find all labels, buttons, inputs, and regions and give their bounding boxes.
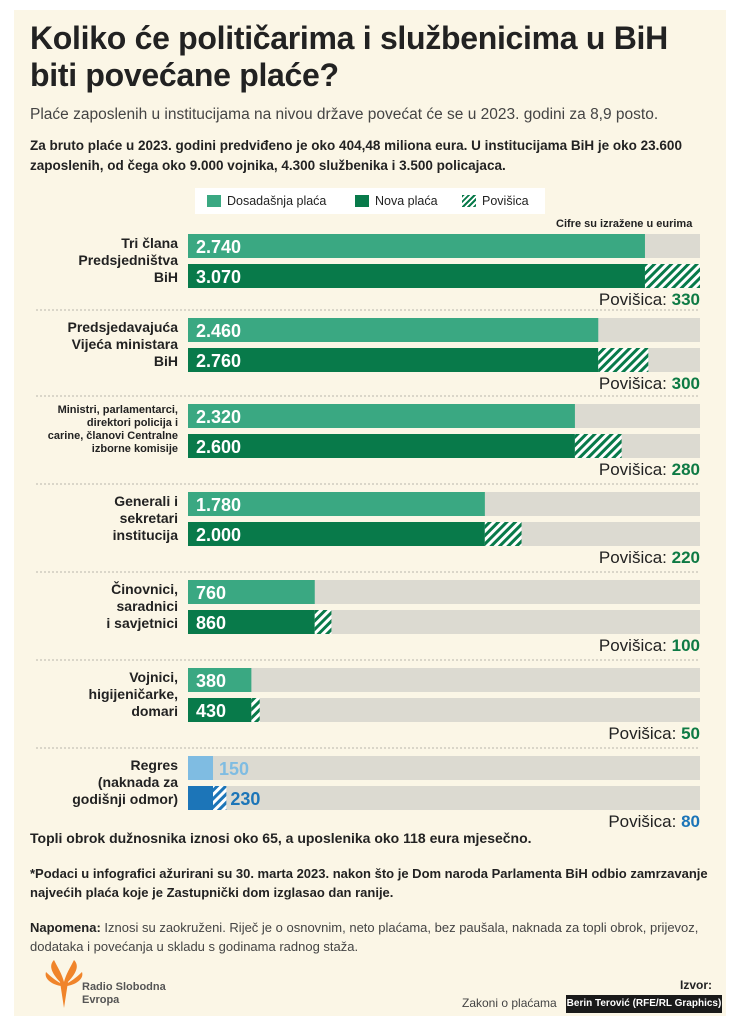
source-label: Izvor: [680, 978, 713, 992]
category-label-3: Generali i sekretari institucija [112, 492, 178, 543]
raise-label-5: Povišica: 50 [608, 724, 700, 743]
legend-label-current: Dosadašnja plaća [227, 194, 327, 208]
value-label-new-3: 2.000 [196, 525, 241, 545]
value-label-new-5: 430 [196, 701, 226, 721]
unit-note: Cifre su izražene u eurima [556, 218, 693, 230]
napomena-text: Iznosi su zaokruženi. Riječ je o osnovni… [30, 920, 699, 954]
raise-label-1: Povišica: 300 [598, 374, 700, 393]
bar-raise-4 [314, 610, 332, 634]
bar-raise-2 [574, 434, 622, 458]
brand-line-1: Radio Slobodna [82, 981, 166, 993]
graphics-credit: Berin Terović (RFE/RL Graphics) [566, 995, 722, 1013]
bar-current-0 [188, 234, 645, 258]
value-label-new-4: 860 [196, 613, 226, 633]
raise-label-0: Povišica: 330 [598, 290, 700, 309]
source-value: Zakoni o plaćama [462, 996, 557, 1010]
bar-new-4 [188, 610, 315, 634]
value-label-current-1: 2.460 [196, 321, 241, 341]
value-label-new-2: 2.600 [196, 437, 241, 457]
meal-allowance-note: Topli obrok dužnosnika iznosi oko 65, a … [30, 830, 532, 846]
brand-name: Radio Slobodna Evropa [82, 981, 166, 1007]
legend-label-raise: Povišica [482, 194, 529, 208]
bar-current-2 [188, 404, 575, 428]
intro-text: Za bruto plaće u 2023. godini predviđeno… [30, 138, 682, 173]
value-label-new-0: 3.070 [196, 267, 241, 287]
bar-raise-0 [644, 264, 700, 288]
bar-raise-5 [251, 698, 260, 722]
raise-label-3: Povišica: 220 [598, 548, 700, 567]
bar-new-0 [188, 264, 645, 288]
value-label-current-6: 150 [219, 759, 249, 779]
bar-raise-3 [484, 522, 522, 546]
bar-new-6 [188, 786, 214, 810]
raise-label-2: Povišica: 280 [598, 460, 700, 479]
bar-track-current [188, 668, 700, 692]
bar-current-3 [188, 492, 485, 516]
subtitle: Plaće zaposlenih u institucijama na nivo… [30, 106, 659, 123]
bar-track-new [188, 786, 700, 810]
legend-swatch-new [355, 195, 369, 207]
legend-swatch-current [207, 195, 221, 207]
category-label-4: Činovnici, saradnici i savjetnici [106, 580, 178, 631]
bar-current-1 [188, 318, 599, 342]
bar-new-1 [188, 348, 599, 372]
value-label-current-3: 1.780 [196, 495, 241, 515]
category-label-1: Predsjedavajuća Vijeća ministara BiH [67, 318, 178, 369]
raise-label-6: Povišica: 80 [608, 812, 700, 831]
category-label-2: Ministri, parlamentarci, direktori polici… [47, 404, 178, 455]
brand-line-2: Evropa [82, 994, 120, 1006]
legend: Dosadašnja plaća Nova plaća Povišica [195, 188, 545, 214]
bar-current-4 [188, 580, 315, 604]
napomena-label: Napomena: [30, 920, 101, 935]
value-label-current-5: 380 [196, 671, 226, 691]
update-footnote: *Podaci u infografici ažurirani su 30. m… [30, 866, 708, 900]
bar-new-3 [188, 522, 485, 546]
value-label-new-6: 230 [230, 789, 260, 809]
bar-new-5 [188, 698, 252, 722]
bar-current-5 [188, 668, 252, 692]
raise-label-4: Povišica: 100 [598, 636, 700, 655]
category-label-0: Tri člana Predsjedništva BiH [78, 234, 178, 285]
napomena-note: Napomena: Iznosi su zaokruženi. Riječ je… [30, 918, 710, 956]
bar-new-2 [188, 434, 575, 458]
value-label-current-2: 2.320 [196, 407, 241, 427]
rfe-logo-icon [45, 960, 83, 1008]
legend-swatch-raise [462, 195, 476, 207]
legend-label-new: Nova plaća [375, 194, 438, 208]
bar-track-current [188, 756, 700, 780]
bar-track-new [188, 698, 700, 722]
page-title: Koliko će političarima i službenicima u … [30, 20, 668, 93]
value-label-current-4: 760 [196, 583, 226, 603]
category-label-6: Regres (naknada za godišnji odmor) [72, 756, 178, 807]
bar-current-6 [188, 756, 214, 780]
bar-raise-1 [598, 348, 649, 372]
bar-raise-6 [213, 786, 227, 810]
value-label-new-1: 2.760 [196, 351, 241, 371]
category-label-5: Vojnici, higijeničarke, domari [88, 668, 178, 719]
value-label-current-0: 2.740 [196, 237, 241, 257]
